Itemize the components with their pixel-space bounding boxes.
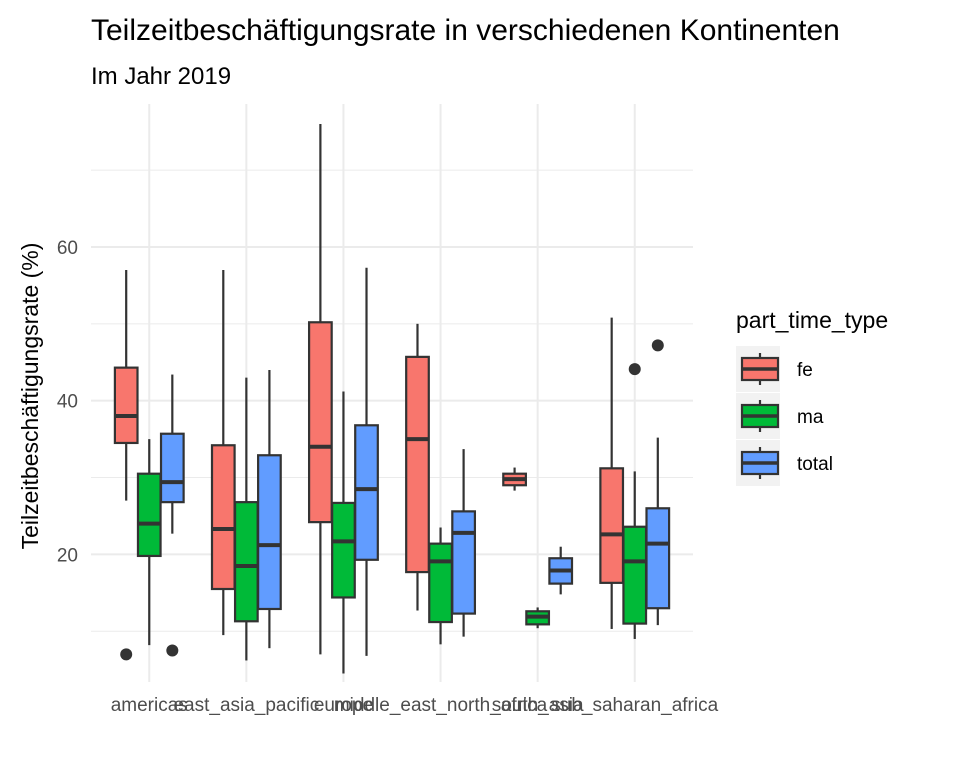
box-ma (136, 472, 162, 558)
box-total (159, 432, 185, 504)
x-tick-label: americas (111, 695, 188, 716)
x-tick-label: middle_east_north_africa (334, 695, 548, 716)
outlier-point (628, 363, 641, 376)
box-fe (599, 467, 625, 584)
chart-title: Teilzeitbeschäftigungsrate in verschiede… (91, 14, 840, 47)
box-total (451, 510, 477, 615)
legend-label: ma (797, 407, 824, 428)
y-tick-label: 60 (57, 238, 78, 259)
outlier-point (166, 644, 179, 657)
y-tick-label: 20 (57, 545, 78, 566)
y-tick-label: 40 (57, 392, 78, 413)
outlier-point (120, 648, 133, 661)
legend-label: total (797, 454, 833, 475)
box-ma (428, 542, 453, 624)
outlier-point (651, 339, 664, 352)
box-fe (405, 355, 430, 574)
legend-title: part_time_type (736, 307, 888, 333)
box-ma (622, 525, 648, 625)
x-tick-label: sub_saharan_africa (551, 695, 718, 716)
y-axis-title: Teilzeitbeschäftigungsrate (%) (17, 243, 43, 550)
box-total (257, 454, 282, 611)
box-total (645, 507, 671, 610)
x-tick-label: south_asia (492, 695, 584, 716)
x-tick-label: east_asia_pacific (173, 695, 319, 716)
legend-item-total: total (736, 440, 833, 486)
box-total (354, 424, 379, 561)
x-tick-label: europe (314, 695, 373, 716)
legend-item-ma: ma (736, 393, 824, 439)
box-fe (307, 321, 333, 524)
chart-subtitle: Im Jahr 2019 (91, 63, 231, 90)
plot-panel: 20 40 60 americaseast_asia_pacificeuropemid… (57, 104, 719, 716)
box-fe (113, 366, 139, 445)
box-ma (331, 501, 356, 599)
legend-item-fe: fe (736, 346, 813, 392)
legend: part_time_type fe ma total (736, 307, 888, 486)
box-fe (210, 444, 236, 591)
legend-label: fe (797, 360, 813, 381)
box-ma (233, 501, 259, 623)
